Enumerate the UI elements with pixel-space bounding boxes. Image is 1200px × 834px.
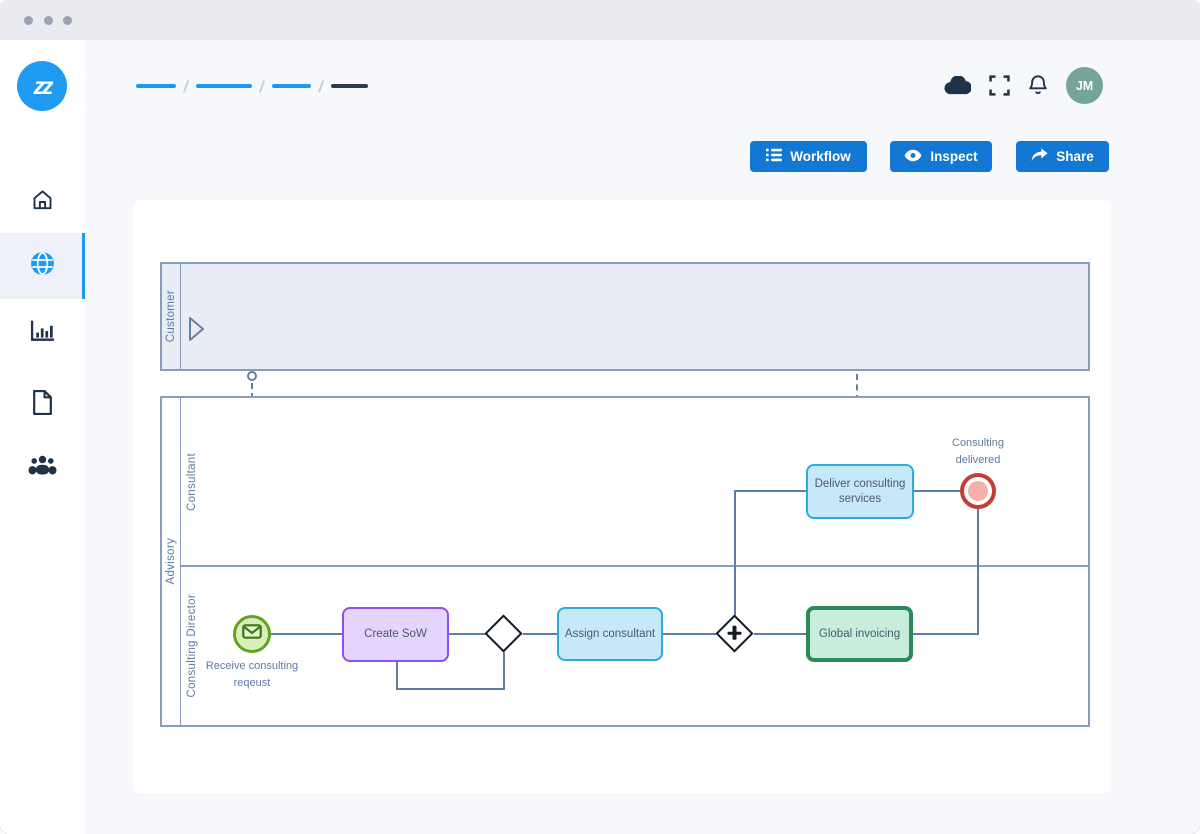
header-actions: JM — [944, 67, 1103, 104]
breadcrumb-separator — [258, 79, 266, 93]
document-icon — [31, 389, 54, 421]
sidebar-item-home[interactable] — [0, 171, 85, 233]
sequence-flow — [663, 633, 716, 635]
lane-divider — [181, 565, 1088, 567]
breadcrumb-segment[interactable] — [272, 84, 311, 88]
eye-icon — [904, 149, 922, 165]
pool-customer-label: Customer — [165, 290, 177, 343]
sequence-flow — [914, 490, 960, 492]
task-create-sow[interactable]: Create SoW — [342, 607, 449, 662]
end-event-fill — [968, 481, 988, 501]
bell-icon[interactable] — [1028, 74, 1048, 97]
fullscreen-icon[interactable] — [989, 75, 1010, 96]
share-button-label: Share — [1056, 149, 1094, 164]
start-event-message[interactable] — [233, 615, 271, 653]
breadcrumb-separator — [182, 79, 190, 93]
sequence-flow — [913, 633, 979, 635]
end-event[interactable] — [960, 473, 996, 509]
sequence-flow-loop — [396, 688, 505, 690]
end-event-label: Consulting delivered — [952, 437, 1004, 466]
window-control-dot[interactable] — [24, 16, 33, 25]
sequence-flow-loop — [396, 661, 398, 690]
pool-customer-label-strip: Customer — [162, 264, 181, 369]
team-icon — [28, 454, 57, 480]
sequence-flow — [734, 490, 806, 492]
collapsed-pool-marker-icon — [188, 316, 205, 347]
envelope-icon — [242, 624, 262, 644]
sequence-flow — [523, 633, 557, 635]
cloud-icon[interactable] — [944, 76, 971, 95]
share-arrow-icon — [1031, 148, 1048, 165]
task-create-sow-label: Create SoW — [364, 628, 427, 640]
lane-consultant[interactable]: Consultant — [183, 398, 201, 565]
breadcrumb-segment[interactable] — [196, 84, 252, 88]
pool-advisory[interactable]: Advisory Consultant Consulting Director — [160, 396, 1090, 727]
sidebar-item-team[interactable] — [0, 436, 85, 498]
breadcrumb — [136, 79, 368, 93]
pool-advisory-label: Advisory — [165, 538, 177, 585]
task-deliver-services-label: Deliver consulting services — [814, 477, 906, 505]
window-control-dot[interactable] — [44, 16, 53, 25]
inspect-button-label: Inspect — [930, 149, 978, 164]
sidebar-item-workspace[interactable] — [0, 233, 85, 299]
start-event-label: Receive consulting reqeust — [205, 660, 299, 689]
window-titlebar — [0, 0, 1200, 40]
sidebar: zz — [0, 40, 85, 834]
breadcrumb-segment[interactable] — [136, 84, 176, 88]
inspect-button[interactable]: Inspect — [890, 141, 992, 172]
sequence-flow — [977, 509, 979, 635]
share-button[interactable]: Share — [1016, 141, 1109, 172]
globe-icon — [29, 250, 56, 282]
sidebar-item-analytics[interactable] — [0, 302, 85, 364]
plus-icon — [724, 622, 746, 644]
breadcrumb-separator — [317, 79, 325, 93]
pool-advisory-label-strip: Advisory — [162, 398, 181, 725]
sequence-flow — [734, 490, 736, 616]
task-global-invoicing-label: Global invoicing — [818, 627, 901, 640]
message-flow-source-marker — [247, 371, 257, 381]
diagram-canvas[interactable]: Customer Advisory Consultant Consulting … — [133, 200, 1111, 793]
sequence-flow-loop — [503, 652, 505, 690]
task-assign-consultant[interactable]: Assign consultant — [557, 607, 663, 661]
window-control-dot[interactable] — [63, 16, 72, 25]
app-logo[interactable]: zz — [17, 61, 67, 111]
breadcrumb-segment-current — [331, 84, 368, 88]
list-icon — [766, 148, 783, 165]
home-icon — [30, 188, 55, 217]
workflow-button[interactable]: Workflow — [750, 141, 867, 172]
sequence-flow — [270, 633, 342, 635]
workflow-button-label: Workflow — [790, 149, 851, 164]
task-deliver-services[interactable]: Deliver consulting services — [806, 464, 914, 519]
lane-consulting-director[interactable]: Consulting Director — [183, 566, 201, 725]
task-assign-consultant-label: Assign consultant — [564, 627, 656, 640]
bar-chart-icon — [30, 319, 55, 347]
task-global-invoicing[interactable]: Global invoicing — [806, 606, 913, 662]
sequence-flow — [449, 633, 486, 635]
user-avatar[interactable]: JM — [1066, 67, 1103, 104]
sequence-flow — [754, 633, 806, 635]
lane-consulting-director-label: Consulting Director — [186, 593, 198, 698]
sidebar-item-documents[interactable] — [0, 374, 85, 436]
pool-customer[interactable]: Customer — [160, 262, 1090, 371]
lane-consultant-label: Consultant — [186, 452, 198, 511]
